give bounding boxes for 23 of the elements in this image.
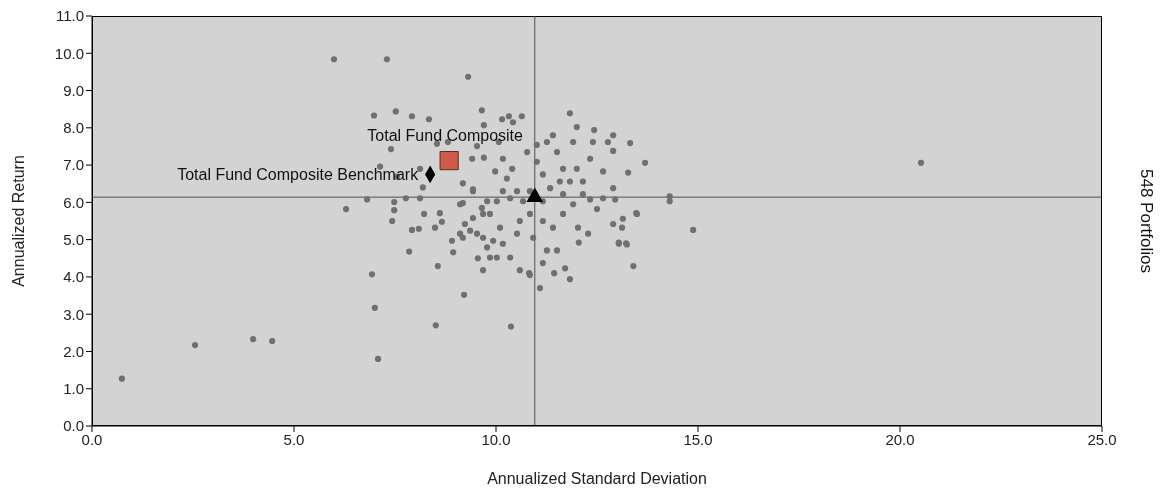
- y-axis-title: Annualized Return: [9, 155, 27, 287]
- y-tick-label: 1.0: [63, 380, 84, 398]
- x-axis-title: Annualized Standard Deviation: [487, 470, 707, 487]
- text: 548 Portfolios: [1136, 169, 1156, 273]
- y-tick-label: 6.0: [63, 193, 84, 211]
- y-tick-label: 0.0: [63, 417, 84, 435]
- y-tick-label: 5.0: [63, 230, 84, 248]
- y-tick-label: 4.0: [63, 268, 84, 286]
- x-tick-label: 0.0: [81, 430, 103, 448]
- y-tick-label: 3.0: [63, 305, 84, 323]
- x-tick-label: 5.0: [283, 430, 305, 448]
- x-tick-label: 25.0: [1087, 430, 1117, 448]
- x-tick-label: 15.0: [683, 430, 713, 448]
- x-tick-label: 20.0: [885, 430, 915, 448]
- series-label: Total Fund Composite Benchmark: [177, 166, 420, 184]
- y-tick-label: 7.0: [63, 156, 84, 174]
- x-tick-label: 10.0: [481, 430, 511, 448]
- y-tick-label: 10.0: [54, 44, 84, 62]
- series-label: Total Fund Composite: [367, 126, 524, 144]
- y-tick-label: 9.0: [63, 81, 84, 99]
- y-tick-label: 11.0: [55, 7, 84, 25]
- y-tick-label: 2.0: [63, 342, 84, 360]
- y-tick-label: 8.0: [63, 119, 84, 137]
